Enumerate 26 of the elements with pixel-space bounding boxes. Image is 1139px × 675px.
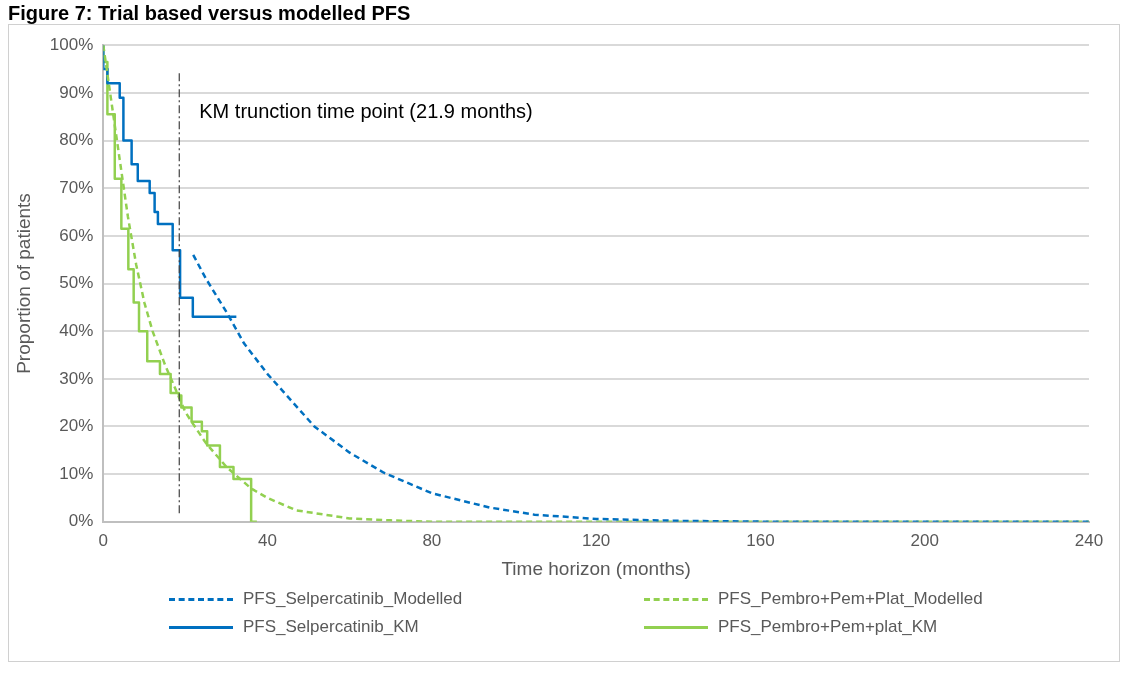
x-tick-label: 80 bbox=[422, 530, 442, 550]
y-tick-label: 50% bbox=[59, 273, 94, 293]
x-tick-label: 0 bbox=[98, 530, 109, 550]
y-tick-label: 60% bbox=[59, 225, 94, 245]
x-tick-label: 200 bbox=[910, 530, 939, 550]
y-tick-label: 100% bbox=[49, 34, 94, 54]
y-tick-label: 80% bbox=[59, 130, 94, 150]
chart-title: Figure 7: Trial based versus modelled PFS bbox=[8, 2, 412, 24]
y-tick-label: 20% bbox=[59, 416, 94, 436]
y-tick-label: 0% bbox=[68, 511, 94, 531]
y-tick-label: 10% bbox=[59, 463, 94, 483]
y-tick-label: 30% bbox=[59, 368, 94, 388]
y-tick-label: 90% bbox=[59, 82, 94, 102]
x-tick-label: 240 bbox=[1074, 530, 1104, 550]
y-axis-title: Proportion of patients bbox=[12, 193, 34, 374]
x-tick-label: 160 bbox=[746, 530, 775, 550]
y-tick-label: 40% bbox=[59, 320, 94, 340]
y-tick-label: 70% bbox=[59, 177, 94, 197]
x-axis-title: Time horizon (months) bbox=[501, 557, 691, 579]
legend-label: PFS_Pembro+Pem+Plat_Modelled bbox=[718, 589, 983, 609]
x-tick-label: 40 bbox=[258, 530, 278, 550]
x-tick-label: 120 bbox=[581, 530, 611, 550]
legend-label: PFS_Pembro+Pem+plat_KM bbox=[718, 617, 938, 637]
ref-line-label: KM trunction time point (21.9 months) bbox=[199, 99, 533, 122]
legend-label: PFS_Selpercatinib_KM bbox=[243, 617, 419, 637]
legend-label: PFS_Selpercatinib_Modelled bbox=[243, 589, 463, 609]
